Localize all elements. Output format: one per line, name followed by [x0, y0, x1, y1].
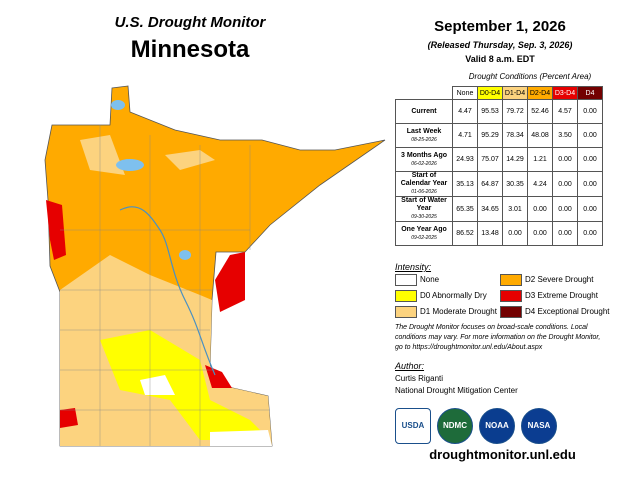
- row-date: 08-25-2026: [411, 136, 437, 143]
- cell: 24.93: [452, 147, 478, 172]
- cell: 34.65: [477, 196, 503, 222]
- cell: 95.29: [477, 123, 503, 148]
- logo: NDMC: [437, 408, 473, 444]
- cell: 0.00: [552, 196, 578, 222]
- date: September 1, 2026: [434, 18, 566, 35]
- table-caption: Drought Conditions (Percent Area): [468, 72, 592, 81]
- cell: 95.53: [477, 99, 503, 124]
- corner: [396, 87, 453, 100]
- author-name: Curtis Riganti: [395, 374, 444, 383]
- cell: 75.07: [477, 147, 503, 172]
- legend-swatch: [500, 306, 522, 318]
- cell: 52.46: [527, 99, 553, 124]
- cell: 0.00: [577, 171, 603, 197]
- logo: NASA: [521, 408, 557, 444]
- row-label: Current: [395, 99, 453, 124]
- cell: 0.00: [552, 147, 578, 172]
- row-date: 09-02-2025: [411, 234, 437, 241]
- table: None D0-D4 D1-D4 D2-D4 D3-D4 D4 Current 4.47 95.…: [395, 86, 603, 246]
- legend-label: D4 Exceptional Drought: [525, 307, 610, 316]
- cell: 0.00: [577, 196, 603, 222]
- cell: 14.29: [502, 147, 528, 172]
- legend-swatch: [500, 290, 522, 302]
- legend-swatch: [395, 290, 417, 302]
- legend-swatch: [395, 306, 417, 318]
- cell: 48.08: [527, 123, 553, 148]
- legend-label: D0 Abnormally Dry: [420, 291, 487, 300]
- row: Current 4.47 95.53 79.72 52.46 4.57 0.00: [395, 99, 603, 124]
- author-org: National Drought Mitigation Center: [395, 386, 518, 395]
- state: Minnesota: [130, 36, 250, 63]
- cell: 0.00: [577, 221, 603, 246]
- row: Start of Water Year 09-30-2025 65.35 34.65 3…: [395, 196, 603, 222]
- logo: USDA: [395, 408, 431, 444]
- row-label: Start of Water Year 09-30-2025: [395, 196, 453, 222]
- legend-label: D2 Severe Drought: [525, 275, 594, 284]
- header-row: None D0-D4 D1-D4 D2-D4 D3-D4 D4: [396, 86, 603, 100]
- title: U.S. Drought Monitor: [114, 14, 266, 31]
- cell: 78.34: [502, 123, 528, 148]
- logo: NOAA: [479, 408, 515, 444]
- valid: Valid 8 a.m. EDT: [465, 54, 535, 64]
- column-header: D1-D4: [502, 86, 528, 100]
- column-header: D0-D4: [477, 86, 503, 100]
- row-name: Last Week: [406, 127, 442, 135]
- row-name: Start of Water Year: [401, 197, 447, 212]
- legend-label: D3 Extreme Drought: [525, 291, 598, 300]
- cell: 65.35: [452, 196, 478, 222]
- cell: 35.13: [452, 171, 478, 197]
- url: droughtmonitor.unl.edu: [429, 447, 576, 462]
- cell: 64.87: [477, 171, 503, 197]
- cell: 0.00: [527, 196, 553, 222]
- cell: 0.00: [552, 171, 578, 197]
- row-date: 01-06-2026: [411, 189, 437, 195]
- row-date: 06-02-2026: [411, 160, 437, 167]
- row-name: One Year Ago: [401, 225, 447, 233]
- row-label: Last Week 08-25-2026: [395, 123, 453, 148]
- legend-swatch: [500, 274, 522, 286]
- row-label: Start of Calendar Year 01-06-2026: [395, 171, 453, 197]
- released: (Released Thursday, Sep. 3, 2026): [427, 40, 573, 50]
- cell: 4.71: [452, 123, 478, 148]
- column-header: D3-D4: [552, 86, 578, 100]
- row-date: 09-30-2025: [411, 214, 437, 220]
- cell: 3.50: [552, 123, 578, 148]
- cell: 0.00: [527, 221, 553, 246]
- legend-swatch: [395, 274, 417, 286]
- author-heading: Author:: [395, 361, 425, 371]
- cell: 86.52: [452, 221, 478, 246]
- cell: 1.21: [527, 147, 553, 172]
- column-header: None: [452, 86, 478, 100]
- cell: 0.00: [552, 221, 578, 246]
- legend-label: D1 Moderate Drought: [420, 307, 497, 316]
- legend-title: Intensity:: [395, 262, 432, 272]
- row: Start of Calendar Year 01-06-2026 35.13 64.…: [395, 171, 603, 197]
- cell: 0.00: [577, 99, 603, 124]
- cell: 0.00: [502, 221, 528, 246]
- cell: 30.35: [502, 171, 528, 197]
- column-header: D2-D4: [527, 86, 553, 100]
- cell: 4.57: [552, 99, 578, 124]
- cell: 0.00: [577, 123, 603, 148]
- row-name: Start of Calendar Year: [400, 172, 448, 187]
- cell: 79.72: [502, 99, 528, 124]
- row-name: 3 Months Ago: [400, 151, 447, 159]
- map: [44, 85, 386, 447]
- row-label: One Year Ago 09-02-2025: [395, 221, 453, 246]
- cell: 13.48: [477, 221, 503, 246]
- row-name: Current: [411, 107, 437, 115]
- cell: 0.00: [577, 147, 603, 172]
- column-header: D4: [577, 86, 603, 100]
- row: One Year Ago 09-02-2025 86.52 13.48 0.00 0.00…: [395, 221, 603, 246]
- row: 3 Months Ago 06-02-2026 24.93 75.07 14.29 1.2…: [395, 147, 603, 172]
- cell: 4.24: [527, 171, 553, 197]
- row-label: 3 Months Ago 06-02-2026: [395, 147, 453, 172]
- note: The Drought Monitor focuses on broad-sca…: [395, 324, 601, 351]
- cell: 4.47: [452, 99, 478, 124]
- row: Last Week 08-25-2026 4.71 95.29 78.34 48.08 3.…: [395, 123, 603, 148]
- cell: 3.01: [502, 196, 528, 222]
- legend-label: None: [420, 275, 440, 284]
